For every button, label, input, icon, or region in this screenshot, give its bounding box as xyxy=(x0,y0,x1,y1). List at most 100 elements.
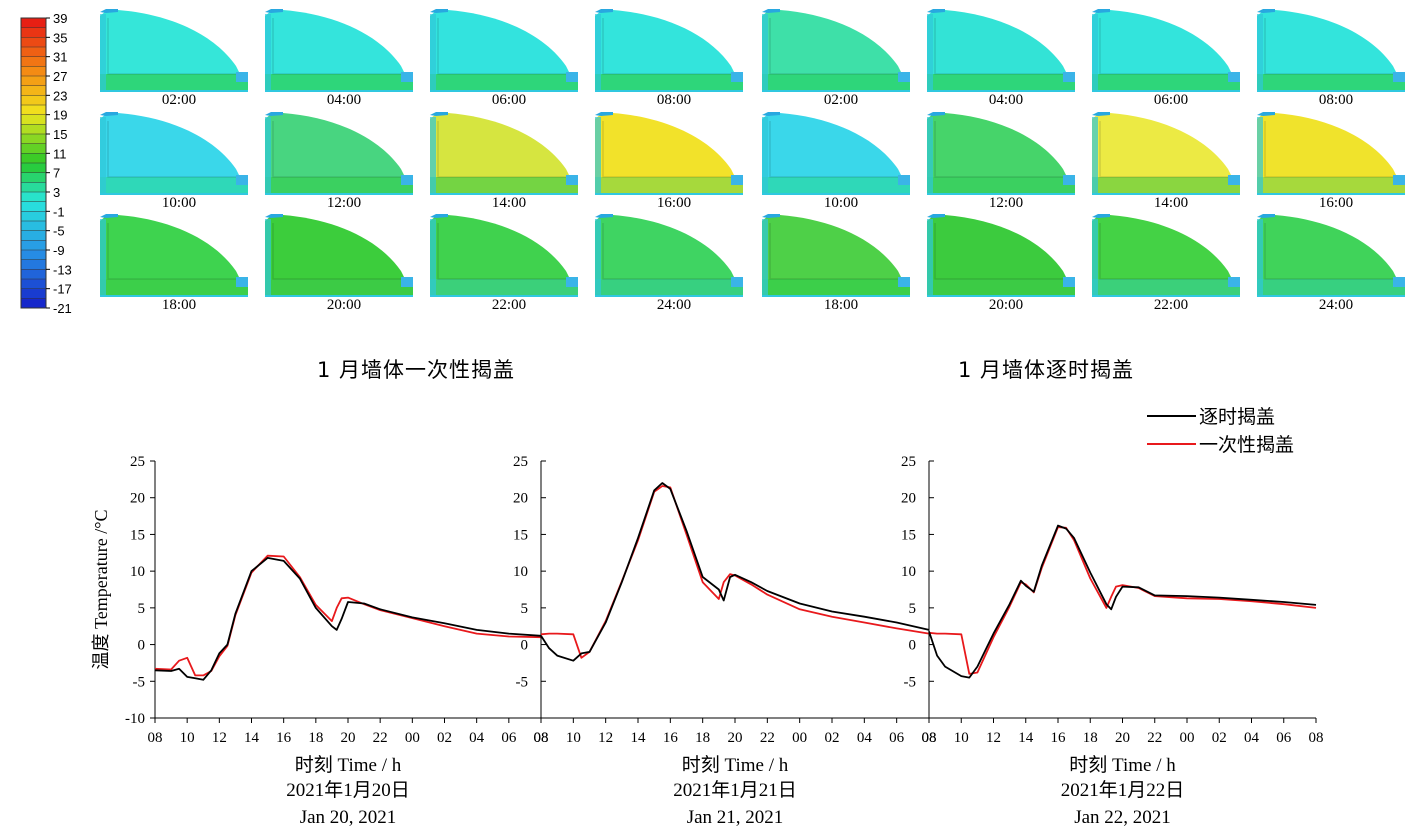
x-tick-label: 12 xyxy=(598,730,613,746)
soil-region xyxy=(430,279,578,295)
colorbar-band xyxy=(21,85,46,96)
ground-strip xyxy=(1257,193,1405,195)
x-tick-label: 20 xyxy=(341,730,356,746)
y-tick-label: -5 xyxy=(516,674,529,690)
inner-outline xyxy=(437,121,566,178)
contour-panel-graphic xyxy=(430,112,578,195)
time-label: 08:00 xyxy=(656,92,692,108)
front-base xyxy=(1063,175,1075,185)
inner-outline xyxy=(602,223,731,280)
colorbar-band xyxy=(21,95,46,106)
y-tick-label: 20 xyxy=(901,491,916,507)
greenhouse-air-region xyxy=(595,113,735,193)
ground-strip xyxy=(762,90,910,92)
time-label: 10:00 xyxy=(823,195,859,211)
date-cn-label: 2021年1月20日 xyxy=(286,779,410,801)
front-base xyxy=(401,277,413,287)
front-base xyxy=(898,277,910,287)
greenhouse-air-region xyxy=(265,10,405,90)
greenhouse-air-region xyxy=(1092,10,1232,90)
time-label: 10:00 xyxy=(161,195,197,211)
greenhouse-air-region xyxy=(265,215,405,295)
soil-region xyxy=(927,177,1075,193)
inner-outline xyxy=(107,223,236,280)
x-tick-label: 22 xyxy=(1147,730,1162,746)
back-wall xyxy=(927,219,933,295)
contour-panel: 02:00 xyxy=(760,8,910,108)
inner-outline xyxy=(1099,121,1228,178)
back-wall xyxy=(430,117,436,193)
greenhouse-air-region xyxy=(430,215,570,295)
contour-panel: 02:00 xyxy=(98,8,248,108)
back-wall xyxy=(1092,117,1098,193)
contour-panel: 04:00 xyxy=(925,8,1075,108)
contour-panel: 10:00 xyxy=(98,111,248,211)
contour-panel-graphic xyxy=(100,112,248,195)
x-tick-label: 04 xyxy=(1244,730,1260,746)
x-tick-label: 22 xyxy=(373,730,388,746)
back-wall xyxy=(927,14,933,90)
time-label: 20:00 xyxy=(988,297,1024,313)
back-wall xyxy=(100,219,106,295)
x-axis-label: 时刻 Time / h xyxy=(682,754,789,776)
back-wall xyxy=(595,219,601,295)
contour-panel: 08:00 xyxy=(1255,8,1405,108)
legend-label: 一次性揭盖 xyxy=(1199,434,1294,456)
colorbar-frame xyxy=(20,17,47,309)
contour-panel: 18:00 xyxy=(98,213,248,313)
time-label: 24:00 xyxy=(1318,297,1354,313)
roof-edge xyxy=(1257,214,1275,218)
ground-strip xyxy=(927,193,1075,195)
colorbar-tick-label: 31 xyxy=(53,50,67,65)
x-tick-label: 06 xyxy=(1276,730,1292,746)
front-base xyxy=(566,175,578,185)
contour-panel-graphic xyxy=(265,9,413,92)
greenhouse-air-region xyxy=(927,10,1067,90)
time-label: 06:00 xyxy=(1153,92,1189,108)
inner-outline xyxy=(272,18,401,75)
x-tick-label: 16 xyxy=(663,730,679,746)
x-tick-label: 14 xyxy=(1018,730,1034,746)
x-tick-label: 04 xyxy=(857,730,873,746)
contour-panel: 04:00 xyxy=(263,8,413,108)
colorbar-tick-label: 39 xyxy=(53,12,67,26)
front-base xyxy=(1393,72,1405,82)
inner-outline xyxy=(934,223,1063,280)
time-label: 02:00 xyxy=(161,92,197,108)
ground-strip xyxy=(430,295,578,297)
contour-panel: 12:00 xyxy=(263,111,413,211)
soil-region xyxy=(100,279,248,295)
x-tick-label: 12 xyxy=(212,730,227,746)
x-tick-label: 06 xyxy=(501,730,517,746)
front-base xyxy=(1228,175,1240,185)
contour-panel-graphic xyxy=(595,9,743,92)
greenhouse-air-region xyxy=(430,10,570,90)
colorbar-tick-label: -5 xyxy=(53,224,65,239)
time-label: 14:00 xyxy=(491,195,527,211)
x-tick-label: 04 xyxy=(469,730,485,746)
ground-strip xyxy=(265,90,413,92)
roof-edge xyxy=(1092,214,1110,218)
inner-outline xyxy=(769,18,898,75)
y-tick-label: 10 xyxy=(130,564,145,580)
contour-panel-graphic xyxy=(927,9,1075,92)
roof-edge xyxy=(927,9,945,13)
colorbar-tick-label: 27 xyxy=(53,69,67,84)
y-tick-label: 0 xyxy=(909,638,917,654)
inner-outline xyxy=(107,121,236,178)
time-label: 18:00 xyxy=(823,297,859,313)
contour-panel-graphic xyxy=(762,112,910,195)
greenhouse-air-region xyxy=(1257,215,1397,295)
contour-panel-graphic xyxy=(762,9,910,92)
roof-edge xyxy=(265,214,283,218)
ground-strip xyxy=(1257,295,1405,297)
colorbar-tick-label: 3 xyxy=(53,185,60,200)
front-base xyxy=(1228,72,1240,82)
soil-region xyxy=(1257,279,1405,295)
contour-panel: 16:00 xyxy=(593,111,743,211)
contour-panel: 08:00 xyxy=(593,8,743,108)
greenhouse-air-region xyxy=(762,215,902,295)
x-tick-label: 16 xyxy=(276,730,292,746)
greenhouse-air-region xyxy=(595,215,735,295)
soil-region xyxy=(1092,177,1240,193)
